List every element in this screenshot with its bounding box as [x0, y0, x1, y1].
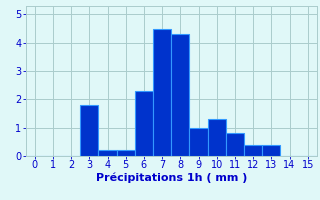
X-axis label: Précipitations 1h ( mm ): Précipitations 1h ( mm )	[95, 173, 247, 183]
Bar	[171, 34, 189, 156]
Bar	[262, 145, 280, 156]
Bar	[189, 128, 208, 156]
Bar	[208, 119, 226, 156]
Bar	[135, 91, 153, 156]
Bar	[116, 150, 135, 156]
Bar	[244, 145, 262, 156]
Bar	[226, 133, 244, 156]
Bar	[153, 29, 171, 156]
Bar	[80, 105, 99, 156]
Bar	[99, 150, 116, 156]
